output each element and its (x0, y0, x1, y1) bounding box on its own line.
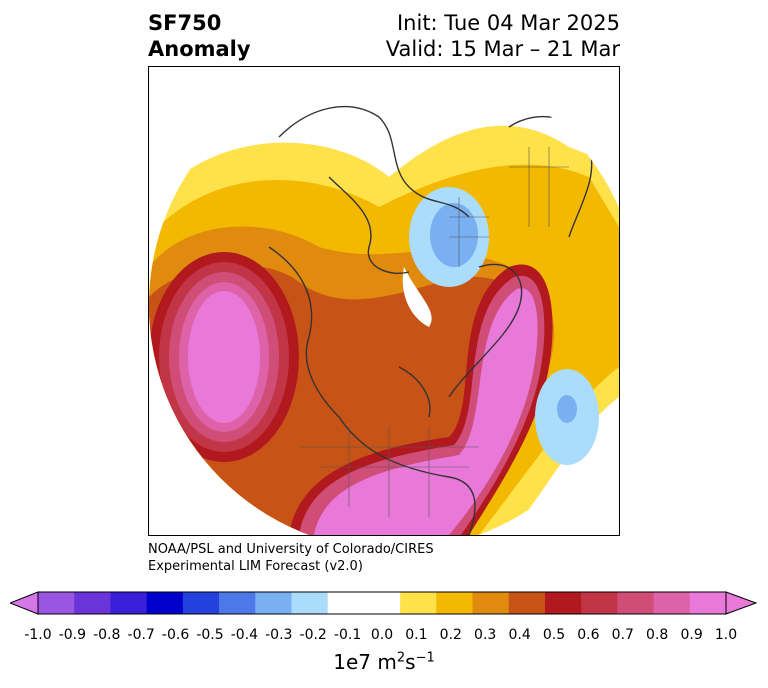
valid-range: Valid: 15 Mar – 21 Mar (385, 37, 620, 61)
map-panel (148, 66, 620, 536)
anomaly-map (149, 67, 619, 535)
credit-text: NOAA/PSL and University of Colorado/CIRE… (148, 541, 434, 575)
colorbar-bin (110, 592, 148, 614)
colorbar-tick-label: 1.0 (714, 627, 738, 643)
plot-title: SF750 Anomaly (148, 10, 251, 62)
colorbar-tick-label: 0.3 (474, 627, 497, 643)
title-variable: SF750 (148, 11, 222, 35)
colorbar-bin (38, 592, 75, 614)
colorbar-tick-label: -1.0 (24, 627, 52, 643)
title-subtitle: Anomaly (148, 37, 251, 61)
credit-line-1: NOAA/PSL and University of Colorado/CIRE… (148, 542, 434, 557)
colorbar-tick-label: 0.1 (405, 627, 428, 643)
colorbar-bin (581, 592, 618, 614)
units-s: s (405, 650, 416, 674)
colorbar-bin (146, 592, 184, 614)
colorbar-bin (74, 592, 111, 614)
colorbar-bin (653, 592, 691, 614)
colorbar-tick-label: 0.0 (370, 627, 394, 643)
colorbar-bin (544, 592, 582, 614)
colorbar-tick-label: 0.7 (611, 627, 634, 643)
colorbar-tick-label: -0.7 (127, 627, 155, 643)
forecast-dates: Init: Tue 04 Mar 2025 Valid: 15 Mar – 21… (386, 10, 620, 62)
colorbar-bin (291, 592, 329, 614)
colorbar-bin (219, 592, 256, 614)
units-exp-2: −1 (415, 650, 435, 666)
colorbar-tick-label: 0.5 (542, 627, 566, 643)
colorbar-tick-label: 0.4 (508, 627, 531, 643)
colorbar-tick-label: -0.3 (265, 627, 293, 643)
colorbar-tick-label: -0.1 (333, 627, 362, 643)
colorbar-tick-label: -0.6 (161, 627, 190, 643)
colorbar-tick-label: -0.2 (299, 627, 327, 643)
colorbar-tick-label: 0.8 (646, 627, 669, 643)
units-exp-1: 2 (396, 650, 406, 666)
colorbar-tick-label: 0.2 (439, 627, 462, 643)
contour-0.9-pacific (188, 291, 260, 423)
colorbar-bin (400, 592, 437, 614)
init-date: Init: Tue 04 Mar 2025 (396, 11, 620, 35)
colorbar (10, 591, 758, 615)
colorbar-bin (689, 592, 727, 614)
colorbar-bin (472, 592, 510, 614)
colorbar-tick-label: -0.4 (230, 627, 259, 643)
contour-neg-0.3 (430, 203, 478, 267)
colorbar-tick-label: 0.9 (680, 627, 703, 643)
borders (299, 147, 569, 517)
colorbar-bin (436, 592, 474, 614)
colorbar-units: 1e7 m2s−1 (0, 650, 768, 674)
colorbar-tick-label: -0.5 (196, 627, 224, 643)
colorbar-tick-label: -0.9 (58, 627, 87, 643)
colorbar-bin (363, 592, 401, 614)
units-base: 1e7 m (333, 650, 397, 674)
colorbar-bin (255, 592, 292, 614)
contour-0.9-atlantic (314, 288, 538, 535)
credit-line-2: Experimental LIM Forecast (v2.0) (148, 559, 363, 574)
colorbar-bin (182, 592, 220, 614)
colorbar-outline (37, 591, 727, 615)
colorbar-bin (617, 592, 655, 614)
colorbar-bin (327, 592, 365, 614)
colorbar-extend-high (725, 591, 758, 615)
colorbar-tick-label: -0.8 (93, 627, 121, 643)
colorbar-bin (508, 592, 546, 614)
colorbar-tick-label: 0.6 (577, 627, 600, 643)
colorbar-extend-low (10, 591, 39, 615)
